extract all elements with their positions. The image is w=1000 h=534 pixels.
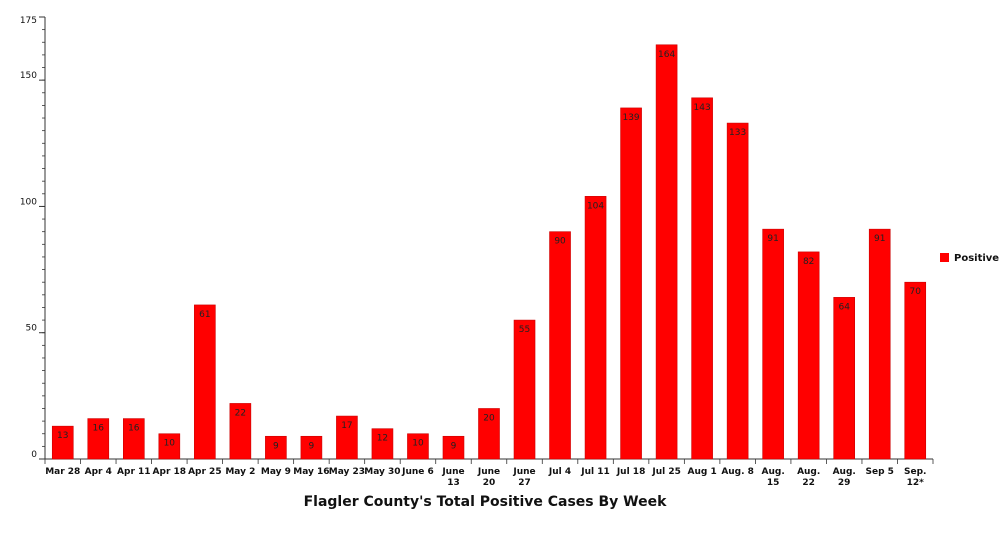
bar-value-label: 17	[341, 421, 352, 431]
bar	[123, 418, 145, 460]
bar-value-label: 9	[309, 441, 315, 451]
bar	[87, 418, 110, 460]
x-category-label: 20	[483, 478, 496, 488]
bar	[513, 319, 536, 460]
bar	[300, 435, 323, 460]
x-category-label: Apr 11	[117, 467, 151, 477]
bar-value-label: 16	[128, 424, 140, 434]
x-category-label: Aug. 8	[721, 467, 754, 477]
bar	[478, 408, 500, 460]
bar-value-label: 133	[729, 128, 746, 138]
bar	[762, 228, 784, 460]
bar-value-label: 61	[199, 310, 210, 320]
bar-value-labels: 13 16 16 10 61 22 9 9 17 12 10 9 20 55 90 104 139 164 143 1…	[57, 50, 921, 451]
bar-value-label: 91	[767, 234, 778, 244]
y-tick-label: 0	[31, 450, 37, 460]
x-category-label: 15	[767, 478, 780, 488]
bar-value-label: 12	[377, 434, 388, 444]
x-category-label: Jul 25	[651, 467, 681, 477]
bar	[336, 415, 358, 460]
bar	[868, 228, 891, 460]
y-axis: 0 50 100 150 175	[20, 16, 46, 460]
bar-value-label: 13	[57, 431, 68, 441]
bar-value-label: 139	[622, 113, 639, 123]
x-category-label: Apr 25	[188, 467, 222, 477]
x-category-label: June	[477, 467, 500, 477]
bar	[229, 403, 252, 460]
x-category-label: June	[441, 467, 464, 477]
x-category-label: June 6	[401, 467, 434, 477]
bar	[797, 251, 820, 460]
bar-series-positive	[51, 44, 927, 460]
x-category-label: Apr 18	[153, 467, 187, 477]
x-category-label: May 16	[293, 467, 329, 477]
bar-value-label: 70	[910, 287, 922, 297]
bar-value-label: 91	[874, 234, 885, 244]
chart-title: Flagler County's Total Positive Cases By…	[304, 494, 668, 510]
bar-value-label: 55	[519, 325, 530, 335]
x-category-label: June	[512, 467, 535, 477]
y-tick-label: 100	[20, 197, 37, 207]
x-category-label: 27	[518, 478, 531, 488]
bar	[194, 304, 216, 460]
x-category-label: May 30	[364, 467, 400, 477]
x-category-label: May 23	[329, 467, 365, 477]
x-category-label: Aug.	[833, 467, 856, 477]
bar	[726, 122, 749, 460]
legend: Positive	[940, 253, 999, 264]
bar	[158, 433, 181, 460]
x-category-label: May 2	[225, 467, 255, 477]
bar	[549, 231, 571, 460]
y-tick-label: 150	[20, 71, 37, 81]
bar-value-label: 64	[838, 302, 850, 312]
x-category-label: Apr 4	[85, 467, 112, 477]
bar	[655, 44, 678, 460]
bar-value-label: 22	[235, 408, 246, 418]
x-category-label: Jul 11	[580, 467, 610, 477]
bar	[584, 196, 607, 460]
bar-value-label: 16	[93, 424, 105, 434]
bar-value-label: 10	[164, 439, 176, 449]
x-category-label: Mar 28	[45, 467, 80, 477]
x-category-label: Sep.	[904, 467, 926, 477]
legend-swatch-positive	[940, 253, 949, 262]
x-category-label: 29	[838, 478, 851, 488]
x-category-label: 22	[802, 478, 815, 488]
bar	[442, 435, 465, 460]
bar	[265, 435, 287, 460]
x-category-label: Aug.	[797, 467, 820, 477]
x-category-label: Aug 1	[688, 467, 717, 477]
x-category-label: May 9	[261, 467, 291, 477]
bar-value-label: 82	[803, 257, 814, 267]
bar-value-label: 104	[587, 201, 604, 211]
bar-value-label: 20	[483, 413, 495, 423]
bar-value-label: 9	[451, 441, 457, 451]
x-category-label: 13	[447, 478, 460, 488]
bar-value-label: 164	[658, 50, 675, 60]
bar	[51, 425, 74, 460]
y-tick-label: 175	[20, 16, 37, 26]
x-category-label: Jul 4	[548, 467, 571, 477]
x-category-label: 12*	[907, 478, 925, 488]
bar-value-label: 9	[273, 441, 279, 451]
bar-value-label: 143	[694, 103, 711, 113]
bar-value-label: 10	[412, 439, 424, 449]
y-tick-label: 50	[26, 324, 38, 334]
bar-value-label: 90	[554, 237, 566, 247]
bar	[620, 107, 642, 460]
bar	[691, 97, 713, 460]
legend-label-positive: Positive	[954, 253, 999, 264]
bar	[371, 428, 394, 460]
x-category-label: Jul 18	[616, 467, 646, 477]
bar	[904, 281, 927, 460]
x-category-label: Sep 5	[866, 467, 894, 477]
bar	[833, 297, 856, 460]
bar	[407, 433, 429, 460]
x-category-label: Aug.	[762, 467, 785, 477]
